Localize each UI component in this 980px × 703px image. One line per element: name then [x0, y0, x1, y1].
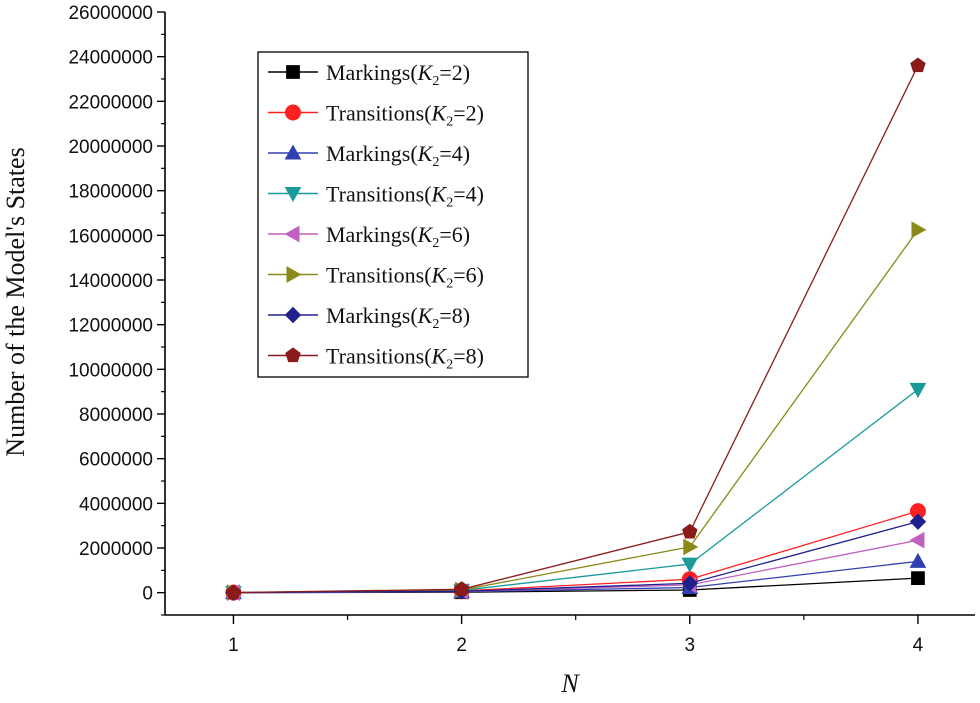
data-point	[682, 523, 698, 539]
legend-marker	[284, 225, 300, 243]
y-tick-label: 0	[142, 584, 153, 605]
data-point	[909, 531, 925, 549]
legend-marker	[284, 187, 302, 203]
series-7	[225, 513, 927, 601]
legend-box	[257, 51, 529, 378]
legend-item: Transitions(K2=4)	[268, 182, 484, 211]
y-tick-label: 12000000	[68, 316, 153, 337]
data-point	[453, 581, 470, 596]
legend: Markings(K2=2) Transitions(K2=2) Markings(…	[257, 51, 529, 378]
x-tick-label: 2	[456, 635, 467, 656]
y-tick-label: 14000000	[68, 271, 153, 292]
legend-label: Transitions(K2=6)	[326, 263, 484, 292]
legend-marker	[284, 306, 302, 324]
series-line	[233, 388, 919, 594]
legend-marker	[286, 266, 302, 283]
y-tick-label: 18000000	[68, 182, 153, 203]
x-tick-label: 4	[913, 635, 924, 656]
data-point	[681, 557, 699, 573]
data-point	[683, 538, 699, 556]
data-point	[909, 513, 927, 530]
y-tick-label: 24000000	[68, 48, 153, 69]
legend-item: Markings(K2=6)	[268, 222, 470, 251]
data-point	[911, 571, 925, 586]
legend-label: Transitions(K2=8)	[326, 344, 484, 373]
y-tick-label: 10000000	[68, 360, 153, 381]
y-tick-label: 2000000	[79, 539, 153, 560]
legend-label: Transitions(K2=2)	[326, 101, 484, 130]
legend-marker	[285, 104, 301, 121]
legend-item: Transitions(K2=2)	[268, 101, 484, 130]
x-axis-ticks: 1 2 3 4	[228, 615, 924, 656]
legend-marker	[284, 144, 302, 160]
data-point	[911, 221, 927, 239]
legend-marker	[286, 65, 300, 79]
y-tick-label: 20000000	[68, 137, 153, 158]
legend-item: Markings(K2=2)	[268, 60, 470, 89]
data-point	[909, 552, 927, 568]
legend-label: Markings(K2=8)	[326, 303, 470, 332]
legend-label: Markings(K2=4)	[326, 141, 470, 170]
legend-item: Markings(K2=8)	[268, 303, 470, 332]
legend-item: Markings(K2=4)	[268, 141, 470, 170]
series-4	[225, 382, 927, 602]
x-axis-title: N	[560, 669, 580, 698]
legend-item: Transitions(K2=8)	[268, 344, 484, 373]
y-axis-title: Number of the Model's States	[1, 147, 30, 456]
y-tick-label: 22000000	[68, 92, 153, 113]
series-line	[233, 65, 919, 594]
legend-item: Transitions(K2=6)	[268, 263, 484, 292]
data-point	[909, 382, 927, 398]
series-line	[233, 521, 919, 594]
y-tick-label: 26000000	[68, 3, 153, 24]
y-tick-label: 8000000	[79, 405, 153, 426]
series-8	[225, 57, 926, 600]
y-axis-ticks: 0 2000000 4000000 6000000 8000000 10000000 120…	[68, 3, 165, 616]
series-layer	[224, 57, 927, 602]
data-point	[910, 57, 926, 73]
legend-label: Markings(K2=6)	[326, 222, 470, 251]
data-point	[681, 575, 698, 592]
y-tick-label: 16000000	[68, 226, 153, 247]
legend-label: Markings(K2=2)	[326, 60, 470, 89]
series-line	[233, 510, 919, 594]
legend-marker	[285, 347, 301, 363]
x-tick-label: 3	[684, 635, 695, 656]
axes	[164, 12, 975, 616]
y-tick-label: 4000000	[79, 494, 153, 515]
y-tick-label: 6000000	[79, 450, 153, 471]
legend-label: Transitions(K2=4)	[326, 182, 484, 211]
series-2	[225, 503, 926, 601]
data-point	[225, 584, 242, 600]
x-tick-label: 1	[228, 635, 239, 656]
